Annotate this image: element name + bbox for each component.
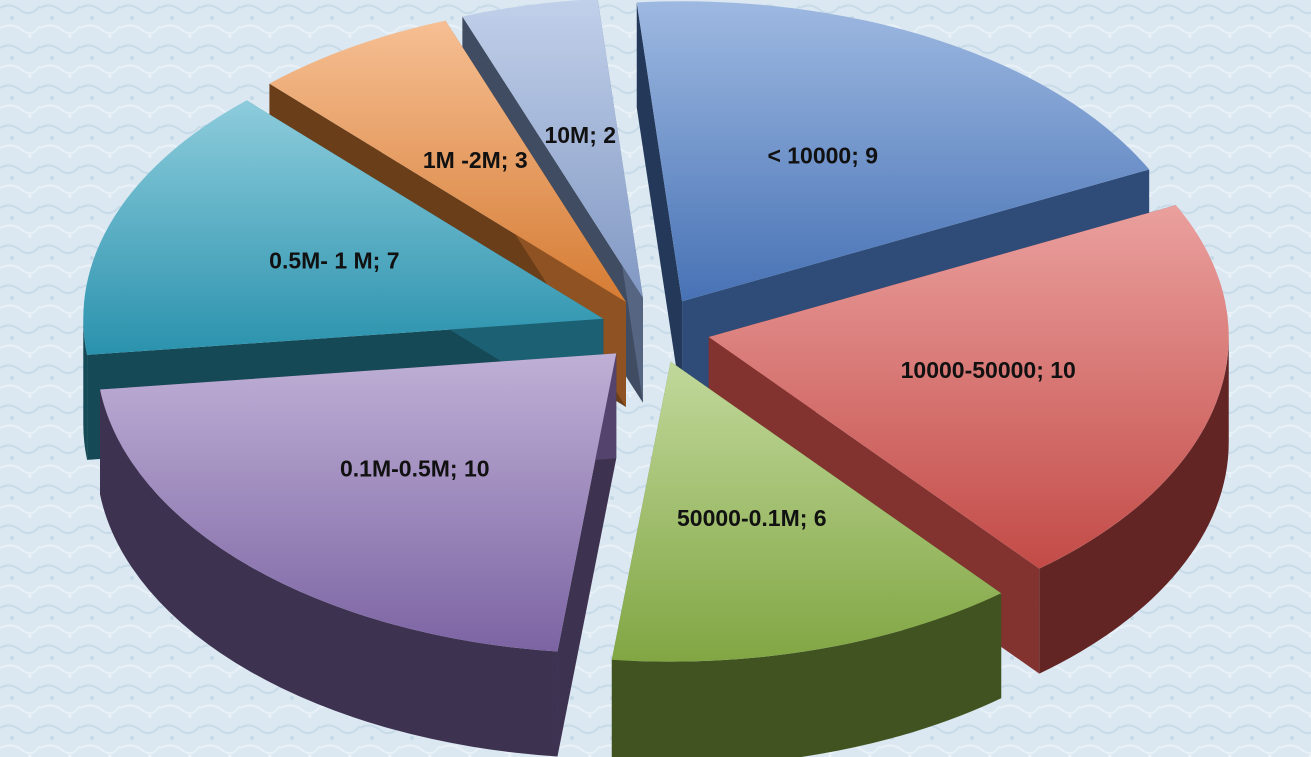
pie-slice: [611, 361, 1002, 757]
slice-data-label: < 10000; 9: [767, 143, 878, 169]
slice-outer-wall: [1039, 336, 1229, 674]
slice-outer-wall: [100, 389, 558, 757]
slice-top-face: [269, 20, 627, 302]
slice-data-label: 10000-50000; 10: [901, 357, 1076, 383]
slice-top-face: [611, 361, 1002, 662]
slice-outer-wall: [83, 318, 88, 460]
slice-top-face: [636, 1, 1150, 302]
slice-data-label: 1M -2M; 3: [423, 147, 528, 173]
slice-top-face: [708, 205, 1229, 569]
slice-top-face: [462, 0, 643, 298]
slice-outer-wall: [611, 593, 1002, 757]
slice-data-label: 0.1M-0.5M; 10: [340, 456, 490, 482]
pie-slice: [100, 353, 617, 757]
slice-top-face: [83, 100, 604, 355]
slice-data-label: 50000-0.1M; 6: [677, 505, 827, 531]
slice-side-wall: [636, 2, 683, 407]
slice-data-label: 10M; 2: [544, 122, 616, 148]
slice-data-label: 0.5M- 1 M; 7: [269, 248, 399, 274]
slice-top-face: [100, 353, 617, 652]
